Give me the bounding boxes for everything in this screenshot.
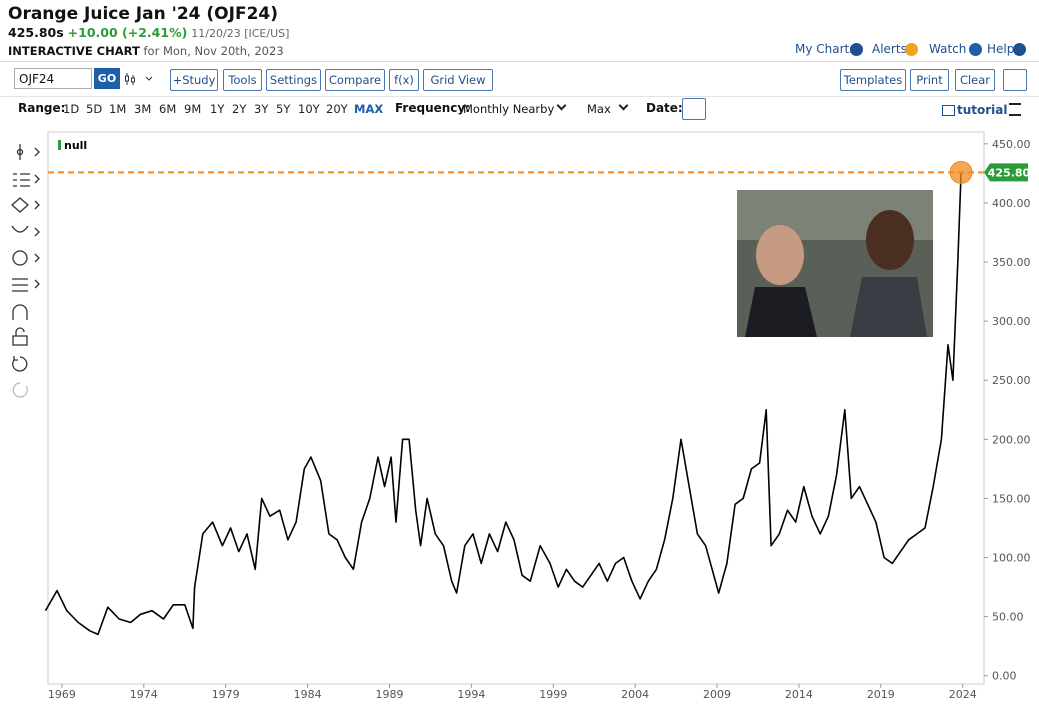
link-icon[interactable] bbox=[969, 43, 982, 56]
chart-label: INTERACTIVE CHART bbox=[8, 44, 140, 58]
x-tick-label: 1979 bbox=[212, 688, 240, 701]
legend-swatch bbox=[58, 140, 61, 150]
toolbar-button[interactable]: Compare bbox=[325, 69, 385, 91]
y-tick-label: 150.00 bbox=[992, 492, 1031, 505]
link-icon[interactable] bbox=[905, 43, 918, 56]
toolbar-button[interactable]: Settings bbox=[266, 69, 321, 91]
range-option[interactable]: 2Y bbox=[232, 102, 247, 116]
y-tick-label: 400.00 bbox=[992, 197, 1031, 210]
period-select[interactable]: Max bbox=[587, 102, 611, 116]
meme-image bbox=[737, 190, 933, 337]
x-tick-label: 2004 bbox=[621, 688, 649, 701]
chart-date: for Mon, Nov 20th, 2023 bbox=[143, 44, 284, 58]
plot-frame bbox=[47, 131, 985, 685]
header-link[interactable]: Alerts bbox=[872, 42, 907, 56]
x-tick-label: 2014 bbox=[785, 688, 813, 701]
frequency-label: Frequency: bbox=[395, 101, 471, 115]
header-link[interactable]: Watch bbox=[929, 42, 967, 56]
symbol-input[interactable]: OJF24 bbox=[14, 68, 92, 89]
toolbar-button[interactable]: Templates bbox=[840, 69, 906, 91]
y-tick-label: 350.00 bbox=[992, 256, 1031, 269]
x-tick-label: 1999 bbox=[539, 688, 567, 701]
x-tick-label: 1989 bbox=[375, 688, 403, 701]
range-option[interactable]: 1M bbox=[109, 102, 127, 116]
toolbar-button[interactable]: Grid View bbox=[423, 69, 493, 91]
range-label: Range: bbox=[18, 101, 66, 115]
price-line bbox=[44, 172, 962, 636]
menu-icon[interactable] bbox=[1009, 103, 1021, 116]
date-picker[interactable] bbox=[682, 98, 706, 120]
range-option[interactable]: 6M bbox=[159, 102, 177, 116]
tutorial-link[interactable]: tutorial bbox=[957, 103, 1008, 117]
range-option[interactable]: 3M bbox=[134, 102, 152, 116]
y-tick-label: 0.00 bbox=[992, 670, 1017, 683]
chart-caption: INTERACTIVE CHART for Mon, Nov 20th, 202… bbox=[8, 44, 284, 58]
y-tick-label: 50.00 bbox=[992, 611, 1024, 624]
go-button[interactable]: GO bbox=[94, 68, 120, 89]
link-icon[interactable] bbox=[1013, 43, 1026, 56]
range-option[interactable]: 1Y bbox=[210, 102, 225, 116]
range-option[interactable]: MAX bbox=[354, 102, 384, 116]
range-option[interactable]: 10Y bbox=[298, 102, 320, 116]
toolbar-button[interactable]: +Study bbox=[170, 69, 218, 91]
y-tick-label: 300.00 bbox=[992, 315, 1031, 328]
divider bbox=[0, 96, 1039, 97]
range-option[interactable]: 5D bbox=[86, 102, 103, 116]
range-option[interactable]: 5Y bbox=[276, 102, 291, 116]
y-tick-label: 450.00 bbox=[992, 138, 1031, 151]
last-price: 425.80s bbox=[8, 25, 64, 40]
range-option[interactable]: 20Y bbox=[326, 102, 348, 116]
x-tick-label: 2024 bbox=[949, 688, 977, 701]
toolbar-button[interactable]: Clear bbox=[955, 69, 995, 91]
expand-button[interactable] bbox=[1003, 69, 1027, 91]
x-tick-label: 1984 bbox=[294, 688, 322, 701]
y-tick-label: 100.00 bbox=[992, 552, 1031, 565]
last-price-marker bbox=[949, 160, 973, 184]
price-label-box bbox=[984, 163, 1028, 182]
chart-type-menu[interactable] bbox=[124, 71, 156, 87]
x-tick-label: 1994 bbox=[457, 688, 485, 701]
frequency-select[interactable]: Monthly Nearby bbox=[463, 102, 555, 116]
drawing-tools[interactable] bbox=[11, 144, 40, 398]
quote-line: 425.80s +10.00 (+2.41%) 11/20/23 [ICE/US… bbox=[8, 25, 289, 40]
price-label: 425.80 bbox=[988, 166, 1031, 179]
divider bbox=[0, 61, 1039, 62]
toolbar-button[interactable]: Tools bbox=[223, 69, 262, 91]
range-option[interactable]: 3Y bbox=[254, 102, 269, 116]
quote-date: 11/20/23 [ICE/US] bbox=[191, 27, 290, 40]
y-tick-label: 250.00 bbox=[992, 374, 1031, 387]
x-tick-label: 2009 bbox=[703, 688, 731, 701]
link-icon[interactable] bbox=[850, 43, 863, 56]
legend-label: null bbox=[64, 139, 87, 152]
x-tick-label: 1974 bbox=[130, 688, 158, 701]
tutorial-icon[interactable] bbox=[942, 105, 955, 116]
header-link[interactable]: Help bbox=[987, 42, 1015, 56]
range-option[interactable]: 1D bbox=[63, 102, 80, 116]
range-option[interactable]: 9M bbox=[184, 102, 202, 116]
price-change: +10.00 (+2.41%) bbox=[67, 25, 188, 40]
toolbar-button[interactable]: f(x) bbox=[389, 69, 419, 91]
x-tick-label: 1969 bbox=[48, 688, 76, 701]
date-label: Date: bbox=[646, 101, 683, 115]
x-tick-label: 2019 bbox=[867, 688, 895, 701]
toolbar-button[interactable]: Print bbox=[910, 69, 949, 91]
header-link[interactable]: My Charts bbox=[795, 42, 856, 56]
page-title: Orange Juice Jan '24 (OJF24) bbox=[8, 4, 278, 24]
y-tick-label: 200.00 bbox=[992, 433, 1031, 446]
